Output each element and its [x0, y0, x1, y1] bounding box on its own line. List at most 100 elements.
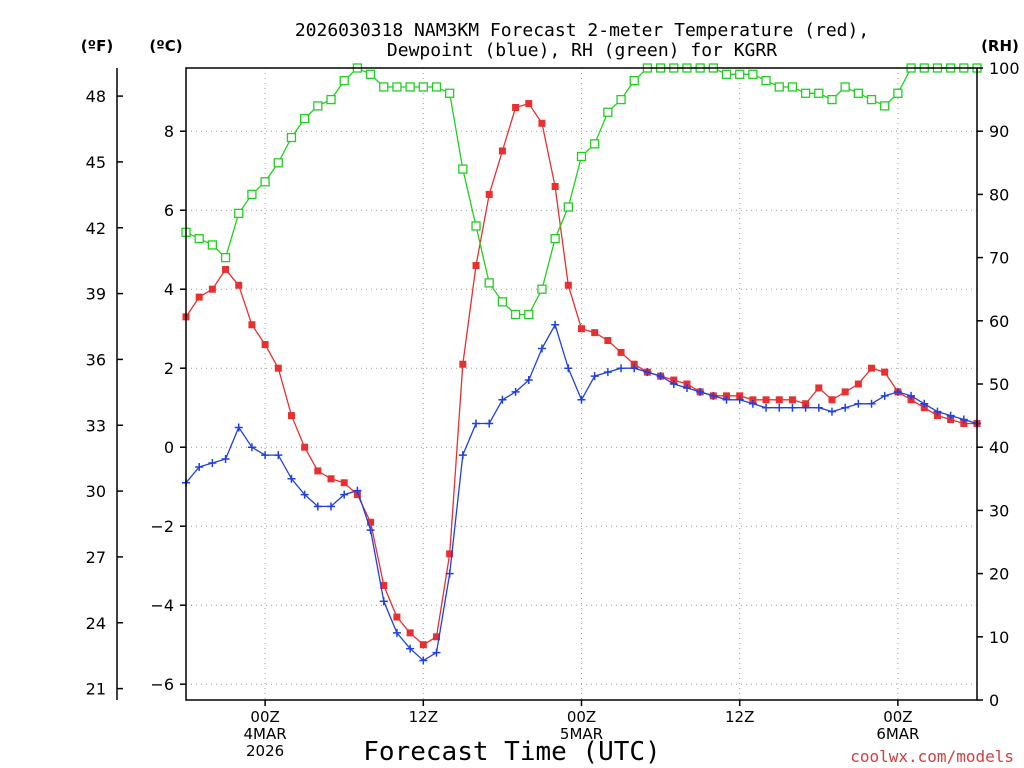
- dewpoint-point: [735, 395, 744, 404]
- rh-point: [458, 164, 468, 174]
- rh-tick-label: 0: [989, 691, 999, 710]
- dewpoint-point: [946, 411, 955, 420]
- rh-tick-label: 40: [989, 438, 1009, 457]
- temperature-point: [222, 265, 230, 273]
- rh-point: [576, 151, 587, 162]
- dewpoint-point: [814, 403, 823, 412]
- temperature-point: [498, 147, 506, 155]
- temperature-point: [525, 100, 533, 108]
- fahrenheit-tick-label: 27: [86, 548, 106, 567]
- x-tick-date-label: 6MAR: [876, 725, 919, 743]
- temperature-point: [261, 341, 269, 348]
- temperature-point: [287, 412, 295, 420]
- rh-point: [761, 75, 771, 86]
- rh-tick-label: 30: [989, 501, 1009, 520]
- temperature-point: [551, 183, 559, 190]
- dewpoint-point: [458, 451, 467, 460]
- dewpoint-point: [392, 628, 401, 637]
- dewpoint-point: [208, 459, 217, 467]
- rh-point: [827, 94, 837, 105]
- dewpoint-point: [419, 656, 428, 665]
- x-tick-date-label: 4MAR: [244, 725, 287, 743]
- rh-tick-label: 10: [989, 628, 1009, 647]
- dewpoint-point: [669, 380, 678, 388]
- plot-area: [181, 63, 982, 665]
- temperature-point: [380, 581, 388, 589]
- rh-point: [484, 278, 494, 288]
- dewpoint-point: [630, 364, 639, 373]
- rh-point: [853, 88, 863, 98]
- dewpoint-point: [564, 364, 573, 373]
- rh-point: [603, 107, 613, 117]
- dewpoint-point: [762, 403, 771, 412]
- temperature-point: [472, 262, 480, 269]
- rh-point: [471, 221, 481, 231]
- rh-point: [563, 202, 573, 212]
- dewpoint-point: [313, 502, 322, 511]
- rh-tick-label: 60: [989, 312, 1009, 331]
- credit-text: coolwx.com/models: [850, 747, 1014, 766]
- temperature-point: [841, 388, 849, 396]
- rh-point: [286, 132, 297, 143]
- rh-point: [339, 75, 349, 86]
- fahrenheit-tick-label: 30: [86, 482, 106, 501]
- temperature-point: [775, 396, 783, 404]
- celsius-tick-label: 6: [164, 201, 174, 220]
- fahrenheit-tick-label: 42: [86, 219, 106, 238]
- rh-tick-label: 20: [989, 565, 1009, 584]
- celsius-tick-label: 0: [164, 438, 174, 457]
- temperature-point: [868, 364, 876, 372]
- rh-point: [735, 69, 745, 79]
- rh-tick-label: 90: [989, 122, 1009, 141]
- temperature-point: [617, 348, 625, 356]
- x-tick-label: 00Z: [567, 708, 596, 726]
- dewpoint-point: [854, 399, 863, 408]
- temperature-point: [208, 285, 216, 293]
- rh-point: [379, 82, 389, 92]
- temperature-point: [881, 368, 889, 376]
- rh-point: [234, 208, 244, 219]
- rh-point: [550, 233, 560, 244]
- rh-point: [787, 82, 798, 92]
- rh-point: [273, 158, 283, 168]
- fahrenheit-tick-label: 36: [86, 350, 106, 369]
- celsius-tick-label: 4: [164, 280, 174, 299]
- x-tick-label: 12Z: [409, 708, 438, 726]
- temperature-point: [314, 467, 322, 475]
- fahrenheit-tick-label: 39: [86, 285, 106, 304]
- dewpoint-point: [300, 490, 309, 499]
- fahrenheit-axis-unit: (ºF): [81, 37, 113, 55]
- temperature-point: [828, 396, 836, 404]
- dewpoint-point: [274, 451, 283, 460]
- dewpoint-point: [959, 415, 968, 424]
- title-line-2: Dewpoint (blue), RH (green) for KGRR: [387, 40, 777, 61]
- dewpoint-point: [775, 403, 784, 412]
- rh-axis-unit: (RH): [981, 37, 1019, 55]
- dewpoint-point: [261, 451, 270, 460]
- rh-point: [431, 82, 442, 92]
- dewpoint-point: [551, 320, 560, 329]
- rh-point: [510, 309, 521, 320]
- fahrenheit-tick-label: 24: [86, 614, 106, 633]
- x-axis-label: Forecast Time (UTC): [363, 737, 660, 767]
- rh-point: [880, 101, 890, 111]
- temperature-point: [367, 518, 375, 526]
- rh-point: [590, 139, 600, 149]
- rh-point: [220, 252, 231, 263]
- rh-point: [260, 177, 270, 187]
- rh-tick-label: 50: [989, 375, 1009, 394]
- temperature-point: [340, 479, 348, 487]
- x-tick-date-label: 2026: [246, 742, 284, 760]
- rh-point: [445, 88, 455, 98]
- dewpoint-point: [524, 376, 533, 385]
- dewpoint-point: [933, 407, 942, 416]
- temperature-point: [459, 360, 467, 368]
- celsius-tick-label: 8: [164, 122, 174, 141]
- x-tick-date-label: 5MAR: [560, 725, 603, 743]
- rh-point: [866, 94, 877, 105]
- dewpoint-point: [472, 419, 481, 428]
- temperature-point: [762, 396, 770, 404]
- temperature-point: [393, 613, 401, 621]
- fahrenheit-tick-label: 45: [86, 153, 106, 172]
